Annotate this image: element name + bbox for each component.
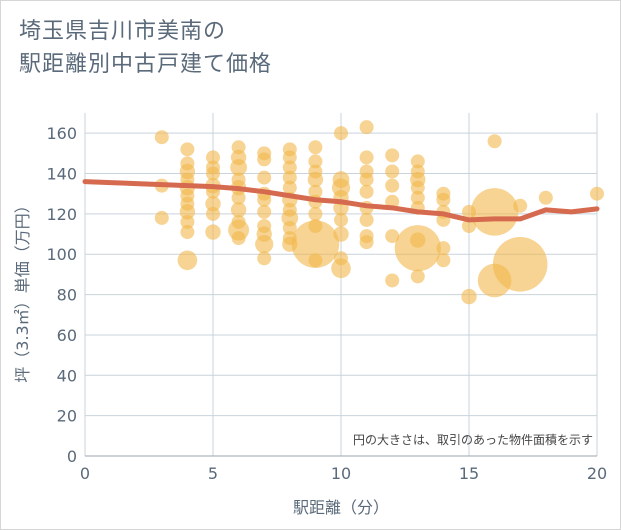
data-bubble — [487, 134, 502, 149]
x-tick-label: 5 — [208, 464, 218, 483]
data-bubble — [308, 154, 323, 169]
data-bubble — [255, 235, 274, 254]
y-tick-label: 100 — [46, 245, 77, 264]
data-bubble — [436, 253, 451, 268]
data-bubble — [410, 154, 425, 169]
data-bubble — [205, 196, 221, 212]
y-tick-label: 140 — [46, 165, 77, 184]
data-bubble — [470, 188, 519, 236]
y-tick-label: 60 — [57, 326, 77, 345]
data-bubble — [282, 150, 297, 165]
data-bubble — [206, 150, 220, 165]
data-bubble — [538, 190, 553, 205]
y-tick-label: 40 — [57, 366, 77, 385]
data-bubble — [257, 251, 272, 266]
data-bubble — [177, 250, 198, 271]
data-bubble — [257, 192, 272, 207]
chart-title-line-1: 埼玉県吉川市美南の — [19, 19, 227, 44]
data-bubble — [281, 209, 299, 227]
size-note: 円の大きさは、取引のあった物件面積を示す — [353, 432, 593, 447]
data-bubble — [257, 170, 272, 185]
data-bubble — [180, 214, 195, 229]
data-bubble — [257, 204, 272, 219]
data-bubble — [333, 226, 349, 242]
x-tick-label: 10 — [331, 464, 351, 483]
data-bubble — [154, 210, 169, 225]
trend-series — [82, 179, 600, 223]
data-bubble — [410, 180, 425, 195]
tick-labels: 0 5 10 15 20 0 20 40 60 80 100 120 140 160 — [46, 124, 607, 483]
data-bubble — [282, 160, 297, 175]
y-tick-label: 0 — [67, 447, 77, 466]
data-bubble — [436, 192, 451, 207]
data-bubble — [154, 130, 169, 145]
data-bubble — [359, 172, 374, 187]
data-bubble — [331, 258, 351, 279]
data-bubble — [359, 150, 374, 165]
y-axis-title: 坪（3.3㎡）単価（万円） — [13, 197, 32, 382]
data-bubble — [385, 178, 400, 193]
data-bubble — [282, 221, 297, 236]
data-bubble — [291, 220, 340, 268]
data-bubble — [385, 229, 400, 244]
data-bubble — [436, 241, 451, 256]
data-bubble — [180, 142, 195, 157]
data-bubble — [308, 184, 323, 199]
x-tick-label: 0 — [80, 464, 90, 483]
data-bubble — [282, 170, 297, 185]
data-bubble — [462, 218, 476, 233]
data-bubble — [282, 180, 297, 195]
data-bubble — [230, 202, 247, 218]
data-bubble — [307, 171, 324, 188]
data-bubble — [410, 269, 425, 284]
data-bubble — [513, 198, 528, 213]
y-tick-label: 20 — [57, 407, 77, 426]
data-bubble — [590, 186, 604, 201]
data-bubble — [231, 190, 246, 205]
data-bubble — [359, 184, 374, 199]
x-axis-title: 駅距離（分） — [293, 498, 389, 517]
data-bubble — [308, 140, 323, 155]
data-bubble — [359, 120, 374, 135]
data-bubble — [206, 206, 220, 221]
x-tick-label: 20 — [587, 464, 607, 483]
data-bubble — [461, 288, 477, 305]
data-bubble — [205, 224, 221, 240]
data-bubble — [334, 126, 348, 141]
y-tick-label: 160 — [46, 124, 77, 143]
y-tick-label: 80 — [57, 286, 77, 305]
data-bubble — [179, 204, 196, 220]
x-tick-label: 15 — [459, 464, 479, 483]
data-bubble — [394, 225, 441, 272]
data-bubble — [410, 190, 425, 205]
data-bubble — [257, 152, 272, 167]
data-bubble — [334, 212, 348, 227]
data-bubble — [359, 212, 374, 227]
data-bubble — [180, 225, 195, 240]
data-bubble — [308, 253, 323, 268]
data-bubble — [308, 206, 323, 221]
chart-title: 埼玉県吉川市美南の 駅距離別中古戸建て価格 — [19, 15, 439, 81]
trend-line — [82, 179, 600, 223]
data-bubble — [206, 166, 220, 181]
data-bubble — [385, 148, 400, 163]
data-bubble — [230, 159, 248, 176]
data-bubble — [359, 235, 374, 250]
chart-title-line-2: 駅距離別中古戸建て価格 — [19, 52, 273, 77]
data-bubble — [385, 273, 400, 288]
data-bubble — [231, 231, 246, 246]
data-bubble — [385, 164, 400, 179]
y-tick-label: 120 — [46, 205, 77, 224]
data-bubble — [492, 237, 548, 292]
